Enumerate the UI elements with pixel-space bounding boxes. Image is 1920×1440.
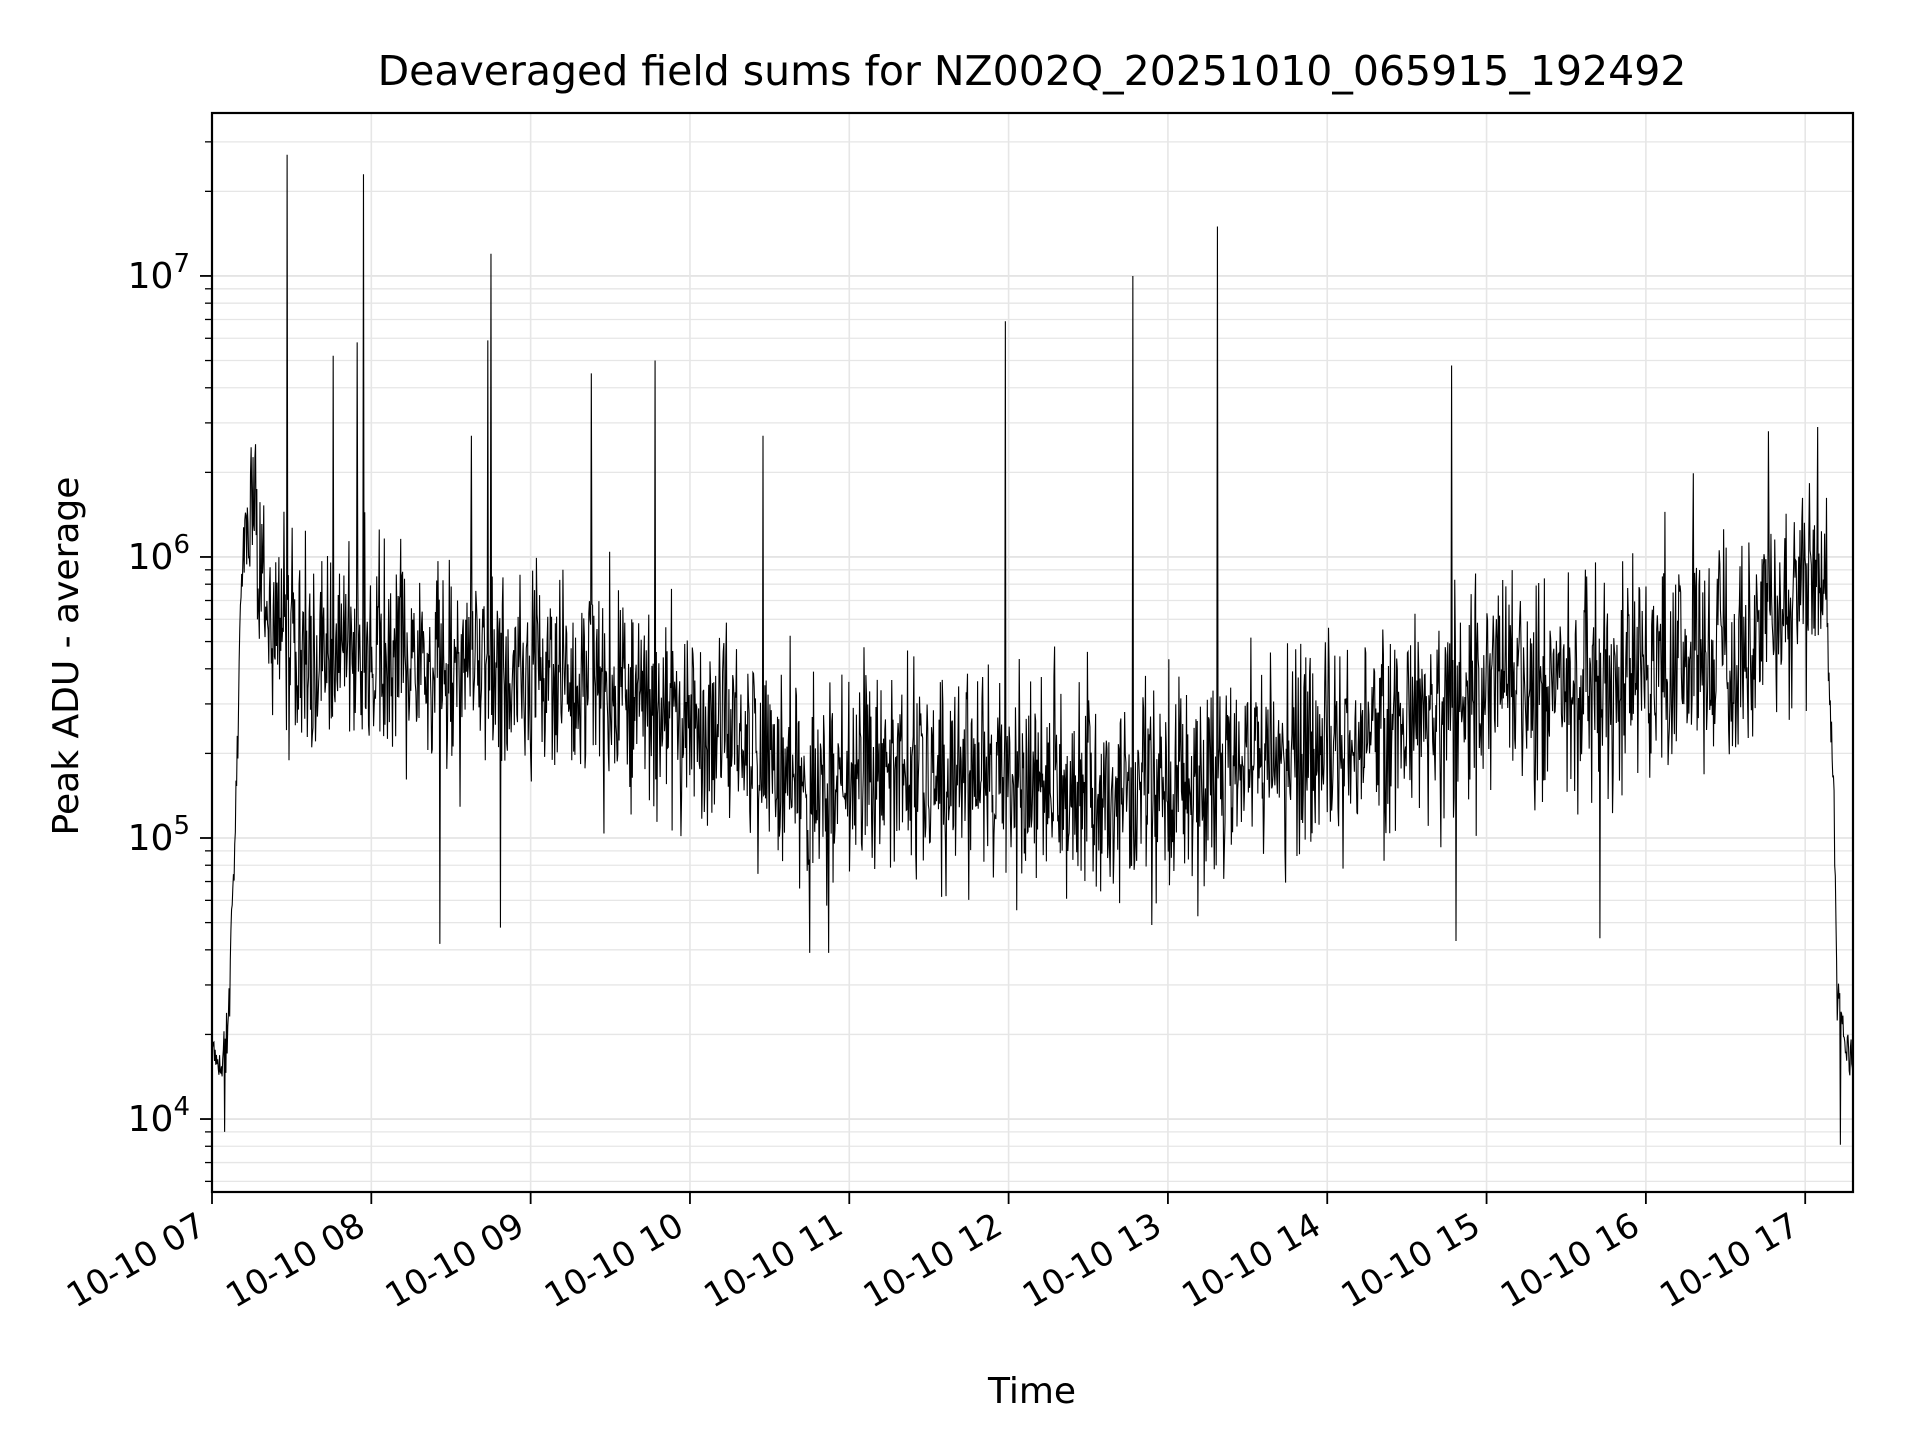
x-axis-label: Time <box>987 1371 1076 1412</box>
plot-area <box>211 154 1854 1145</box>
y-tick-label: 106 <box>128 530 190 578</box>
y-tick-label: 104 <box>128 1092 190 1140</box>
series-line <box>211 154 1854 1145</box>
y-tick-label: 107 <box>128 249 190 297</box>
chart-title: Deaveraged field sums for NZ002Q_2025101… <box>378 47 1687 95</box>
plot-frame <box>210 111 1855 1194</box>
y-axis-label: Peak ADU - average <box>46 477 87 836</box>
y-tick-label: 105 <box>128 811 190 859</box>
